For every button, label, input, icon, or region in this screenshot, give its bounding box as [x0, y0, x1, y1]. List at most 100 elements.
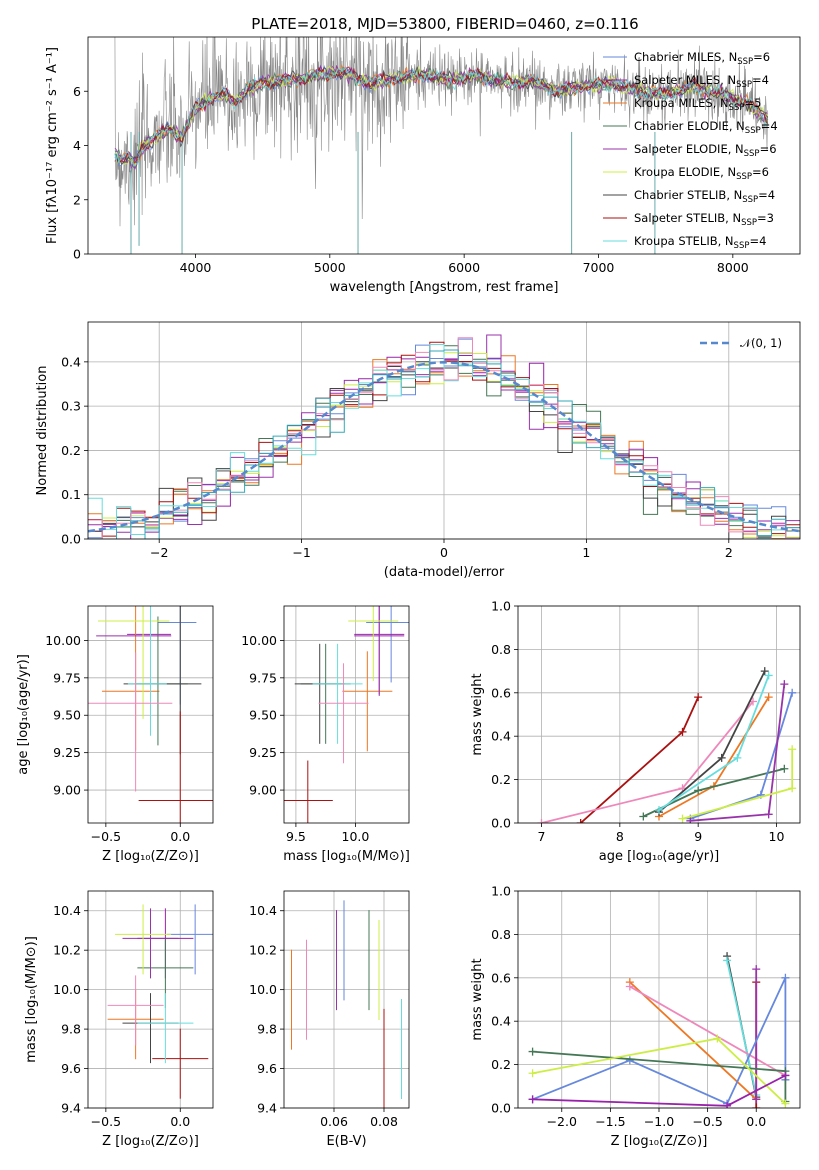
weight-point-marker: [760, 667, 769, 676]
y-tick-label: 10.0: [249, 982, 277, 997]
y-tick-label: 9.25: [53, 745, 81, 760]
x-tick-label: 1: [582, 545, 590, 560]
weight-point-marker: [528, 1069, 537, 1078]
weight-point-marker: [752, 1095, 761, 1104]
axes-frame: [517, 605, 801, 824]
x-tick-label: 8000: [717, 260, 749, 275]
axes-frame: [283, 890, 410, 1109]
legend-label: Chabrier ELODIE, N: [634, 119, 745, 133]
weight-point-marker: [537, 819, 546, 823]
x-tick-label: −0.5: [692, 1114, 722, 1129]
x-axis-label: mass [log₁₀(M/M⊙)]: [283, 849, 410, 864]
panel-age_vs_mass: 9.5 10.0 9.00 9.25 9.50 9.75 10.00 mass [log₁₀(…: [241, 605, 410, 864]
y-axis-label: Flux [fλ10⁻¹⁷ erg cm⁻² s⁻¹ A⁻¹]: [45, 47, 60, 244]
y-tick-label: 9.6: [61, 1061, 81, 1076]
legend-subscript: SSP: [734, 241, 750, 251]
legend-subscript: SSP: [741, 218, 757, 228]
model-spectrum-line: [114, 67, 769, 167]
x-tick-label: 0.06: [320, 1114, 348, 1129]
plot-area: [114, 37, 769, 254]
weight-point-marker: [781, 1099, 790, 1108]
y-tick-label: 9.4: [61, 1101, 81, 1116]
legend-subscript: SSP: [742, 195, 758, 205]
y-tick-label: 0.8: [491, 927, 511, 942]
x-tick-label: −1: [292, 545, 310, 560]
x-tick-label: 4000: [180, 260, 212, 275]
y-tick-label: 0.2: [491, 1057, 511, 1072]
y-tick-label: 10.0: [53, 982, 81, 997]
y-tick-label: 9.4: [257, 1101, 277, 1116]
legend-entry: Salpeter STELIB, NSSP=3: [634, 211, 774, 228]
legend-entry: Chabrier STELIB, NSSP=4: [634, 188, 775, 205]
x-tick-label: 0.0: [746, 1114, 766, 1129]
legend-label: Chabrier STELIB, N: [634, 188, 742, 202]
y-tick-label: 4: [73, 138, 81, 153]
model-spectrum-line: [114, 66, 769, 164]
weight-point-marker: [723, 956, 732, 965]
weight-point-marker: [678, 814, 687, 823]
y-tick-label: 0.3: [61, 399, 81, 414]
y-tick-label: 10.2: [53, 943, 81, 958]
panel-mass_vs_ebv: 0.06 0.08 9.4 9.6 9.8 10.0 10.2 10.4 E(B-V): [249, 890, 410, 1149]
x-tick-label: −0.5: [91, 829, 121, 844]
observed-spectrum: [114, 37, 768, 227]
weight-point-marker: [625, 1056, 634, 1065]
y-tick-label: 0.2: [61, 443, 81, 458]
weight-point-marker: [686, 816, 695, 823]
x-tick-label: 0.0: [170, 1114, 190, 1129]
weight-series-line: [629, 981, 757, 1100]
weight-point-marker: [764, 810, 773, 819]
x-tick-label: −2: [150, 545, 168, 560]
weight-point-marker: [733, 753, 742, 762]
weight-point-marker: [764, 693, 773, 702]
legend-subscript: SSP: [729, 103, 745, 113]
x-tick-label: 9.5: [286, 829, 306, 844]
x-tick-label: −2.0: [547, 1114, 577, 1129]
legend-count: =4: [758, 188, 775, 202]
x-axis-label: (data-model)/error: [384, 565, 505, 580]
legend-entry: Kroupa MILES, NSSP=5: [634, 96, 761, 113]
x-axis-label: Z [log₁₀(Z/Z⊙)]: [102, 849, 199, 864]
panel-age_vs_z: −0.5 0.0 9.00 9.25 9.50 9.75 10.00 Z [log₁₀(Z/Z…: [16, 605, 214, 864]
weight-point-marker: [528, 1047, 537, 1056]
y-tick-label: 9.75: [53, 670, 81, 685]
weight-point-marker: [781, 973, 790, 982]
normal-curve: [88, 361, 800, 533]
weight-point-marker: [788, 745, 797, 754]
legend-entry: Kroupa ELODIE, NSSP=6: [634, 165, 769, 182]
x-tick-label: 10.0: [342, 829, 370, 844]
panel-spectrum: 4000 5000 6000 7000 8000 0 2 4 6 wavelength [Angs…: [45, 36, 801, 295]
y-tick-label: 10.4: [53, 903, 81, 918]
legend-entry: Salpeter ELODIE, NSSP=6: [634, 142, 777, 159]
y-axis-label: mass weight: [470, 673, 485, 755]
x-axis-label: Z [log₁₀(Z/Z⊙)]: [102, 1134, 199, 1149]
plot-area: [528, 952, 790, 1108]
x-tick-label: 8: [616, 829, 624, 844]
legend-entry: Chabrier ELODIE, NSSP=4: [634, 119, 778, 136]
weight-point-marker: [655, 805, 663, 814]
weight-point-marker: [694, 693, 703, 702]
x-tick-label: 7000: [583, 260, 615, 275]
y-tick-label: 0.0: [61, 532, 81, 547]
x-axis-label: Z [log₁₀(Z/Z⊙)]: [611, 1134, 708, 1149]
weight-point-marker: [780, 764, 789, 773]
panel-weight_vs_z: −2.0 −1.5 −1.0 −0.5 0.0 0.0 0.2 0.4 0.6 0.8 1.0 Z […: [470, 884, 801, 1149]
x-tick-label: 9: [694, 829, 702, 844]
weight-point-marker: [625, 982, 634, 991]
plot-area: [88, 334, 800, 539]
legend-subscript: SSP: [737, 57, 753, 67]
y-tick-label: 0.4: [61, 354, 81, 369]
y-tick-label: 9.8: [257, 1022, 277, 1037]
y-tick-label: 10.2: [249, 943, 277, 958]
y-tick-label: 1.0: [491, 599, 511, 614]
x-tick-label: 10: [769, 829, 785, 844]
y-tick-label: 9.8: [61, 1022, 81, 1037]
y-axis-label: mass weight: [470, 958, 485, 1040]
weight-point-marker: [639, 812, 648, 821]
x-tick-label: −0.5: [91, 1114, 121, 1129]
y-tick-label: 9.00: [249, 783, 277, 798]
legend-count: =3: [757, 211, 774, 225]
legend-label: Kroupa STELIB, N: [634, 234, 734, 248]
weight-point-marker: [723, 1101, 732, 1108]
y-tick-label: 0.8: [491, 642, 511, 657]
